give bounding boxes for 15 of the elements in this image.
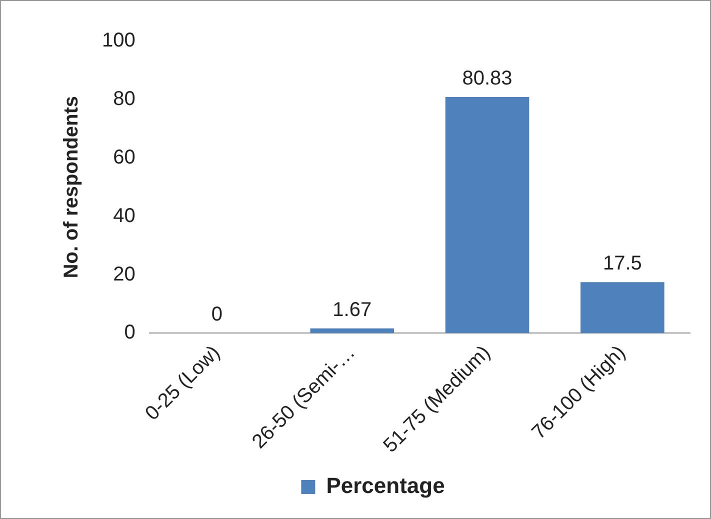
y-tick-label: 100	[102, 30, 136, 52]
y-axis-title: No. of respondents	[60, 96, 83, 278]
bar	[580, 282, 664, 334]
data-label: 0	[211, 304, 223, 326]
y-tick-label: 80	[113, 88, 136, 110]
bar	[310, 328, 394, 334]
legend-label: Percentage	[326, 473, 445, 498]
y-tick-label: 40	[113, 204, 136, 227]
data-label: 80.83	[462, 68, 512, 90]
data-label: 1.67	[332, 298, 372, 321]
y-tick-label: 60	[113, 146, 136, 168]
data-label: 17.5	[602, 252, 642, 275]
bar	[445, 97, 530, 334]
y-tick-label: 0	[124, 322, 136, 344]
y-tick-label: 20	[113, 263, 136, 286]
